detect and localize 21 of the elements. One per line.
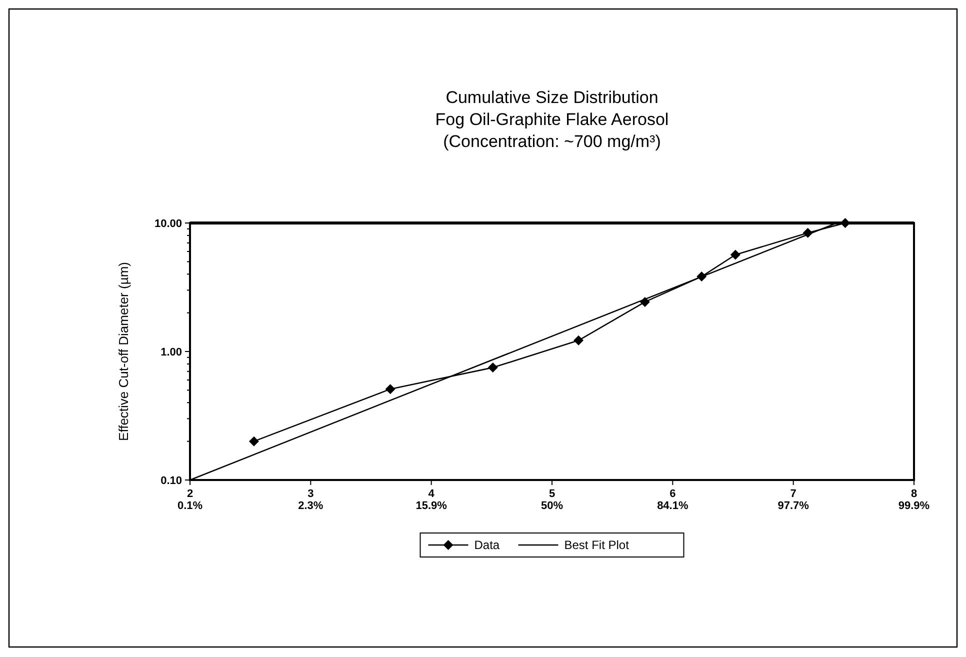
x-tick-label: 4 — [428, 488, 436, 500]
text: 0.1% — [177, 500, 203, 512]
chart-title: Cumulative Size Distribution Fog Oil-Graphite Flake Aerosol (Concentration: ~700 mg/m³) — [435, 88, 669, 151]
y-axis-title: Effective Cut-off Diameter (µm) — [116, 262, 131, 441]
text: 2.3% — [298, 500, 324, 512]
y-tick-label: 10.00 — [154, 218, 182, 230]
legend-label: Data — [474, 538, 500, 552]
x-tick-label: 5 — [548, 488, 556, 500]
text: 97.7% — [778, 500, 810, 512]
x-tick-label: 8 — [910, 488, 918, 500]
x-tick-label: 6 — [670, 488, 676, 500]
text: 99.9% — [898, 500, 930, 512]
legend-label: Best Fit Plot — [564, 538, 630, 552]
x-tick-label: 3 — [308, 488, 314, 500]
y-tick-label: 1.00 — [160, 346, 182, 358]
y-tick-label: 0.10 — [160, 475, 182, 487]
x-tick-label: 7 — [790, 488, 796, 500]
x-tick-label: 2 — [186, 488, 194, 500]
text: 50% — [540, 500, 564, 512]
text: 84.1% — [657, 500, 688, 512]
text: 15.9% — [416, 500, 448, 512]
